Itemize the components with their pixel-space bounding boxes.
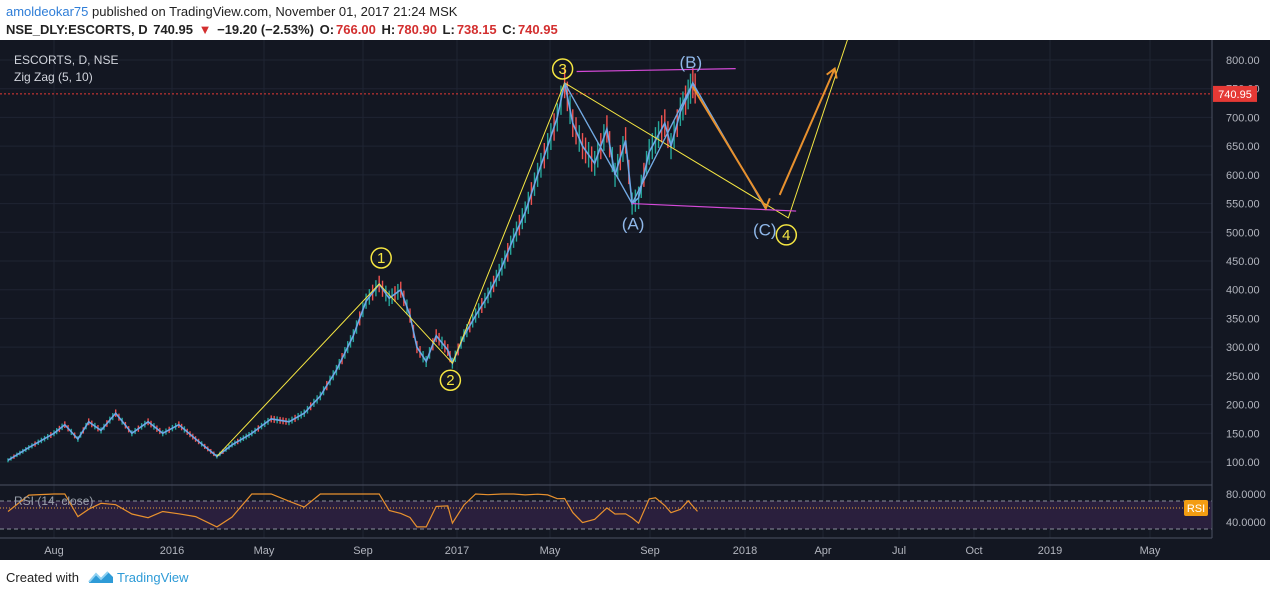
legend-indicator: Zig Zag (5, 10) [14,70,93,84]
chart-header: amoldeokar75 published on TradingView.co… [0,0,1270,40]
y-tick-label: 550.00 [1226,199,1260,211]
x-tick-label: Sep [353,545,373,557]
rsi-band [0,501,1212,529]
created-with-text: Created with [6,570,79,585]
price-lines [0,37,1212,463]
rsi-tick-label: 80.0000 [1226,489,1266,501]
rsi-legend: RSI (14, close) [14,494,93,508]
y-tick-label: 150.00 [1226,428,1260,440]
rsi-tick-label: 40.0000 [1226,517,1266,529]
x-tick-label: Oct [965,545,982,557]
high-value: 780.90 [397,22,437,37]
quote-line: NSE_DLY:ESCORTS, D 740.95 ▼ −19.20 (−2.5… [6,22,560,37]
y-tick-label: 450.00 [1226,256,1260,268]
x-tick-label: May [540,545,561,557]
close-value: 740.95 [517,22,558,37]
last-price-badge-label: 740.95 [1218,89,1252,101]
rsi-pane: RSI [0,493,1212,530]
open-label: O: [319,22,335,37]
axes: 100.00 150.00 200.00 250.00 300.00 350.00 400.… [0,40,1266,557]
y-tick-label: 350.00 [1226,313,1260,325]
annotations: 1 2 3 4 (A) (B) (C) [370,53,798,391]
last-price-badge [1213,85,1257,102]
wave-circle [551,58,574,80]
y-tick-label: 650.00 [1226,141,1260,153]
chart-area[interactable]: RSI 1 2 3 4 (A) (B) (C) 100.00 150.00 200.00 250.… [0,37,1270,560]
last-price: 740.95 [153,22,193,37]
rsi-line [7,493,698,528]
author-link[interactable]: amoldeokar75 [6,4,89,19]
wave-label: (A) [622,215,645,234]
y-tick-label: 700.00 [1226,112,1260,124]
x-tick-label: 2019 [1038,545,1062,557]
wave-label: (C) [753,220,777,239]
wave-label: 4 [782,227,790,244]
wave-circle [775,224,798,246]
publish-info: amoldeokar75 published on TradingView.co… [6,4,457,19]
y-tick-label: 500.00 [1226,227,1260,239]
grid [0,40,1212,538]
x-tick-label: 2017 [445,545,469,557]
up-arrowhead [826,66,838,79]
down-arrowhead [759,197,771,211]
y-tick-label: 400.00 [1226,285,1260,297]
wave-label: 1 [377,250,385,267]
wave-label: (B) [679,53,702,72]
wave-circle [439,369,462,391]
price-change: −19.20 (−2.53%) [217,22,314,37]
y-tick-label: 600.00 [1226,170,1260,182]
rsi-badge-label: RSI [1187,503,1205,515]
down-arrow [691,86,767,208]
tradingview-link[interactable]: TradingView [117,570,189,585]
y-tick-label: 100.00 [1226,457,1260,469]
x-tick-label: 2018 [733,545,757,557]
low-label: L: [442,22,455,37]
y-tick-label: 800.00 [1226,55,1260,67]
wave-label: 3 [558,61,566,78]
down-arrow-icon: ▼ [198,22,212,37]
x-tick-label: 2016 [160,545,184,557]
up-arrow [778,68,836,196]
tradingview-logo-icon[interactable] [88,568,114,586]
x-tick-label: Sep [640,545,660,557]
low-value: 738.15 [456,22,497,37]
rsi-badge [1184,500,1208,516]
chart-background [0,40,1270,560]
price-line [7,80,699,461]
x-tick-label: May [254,545,275,557]
y-tick-label: 300.00 [1226,342,1260,354]
chart-svg[interactable]: RSI 1 2 3 4 (A) (B) (C) 100.00 150.00 200.00 250.… [0,37,1270,560]
close-label: C: [502,22,516,37]
support-line [632,202,797,212]
high-label: H: [381,22,396,37]
open-value: 766.00 [336,22,376,37]
wave-projection-line [564,37,849,219]
legend-symbol: ESCORTS, D, NSE [14,53,118,67]
footer: Created with TradingView [0,560,1270,595]
y-tick-label: 250.00 [1226,371,1260,383]
publish-text: published on TradingView.com, November 0… [88,4,458,19]
x-tick-label: Aug [44,545,64,557]
x-tick-label: Jul [892,545,906,557]
symbol-label: NSE_DLY:ESCORTS, D [6,22,148,37]
y-tick-label: 200.00 [1226,400,1260,412]
wave-circle [370,247,392,269]
x-tick-label: May [1140,545,1161,557]
resistance-line [576,68,736,73]
x-tick-label: Apr [814,545,831,557]
wave-label: 2 [446,372,454,389]
